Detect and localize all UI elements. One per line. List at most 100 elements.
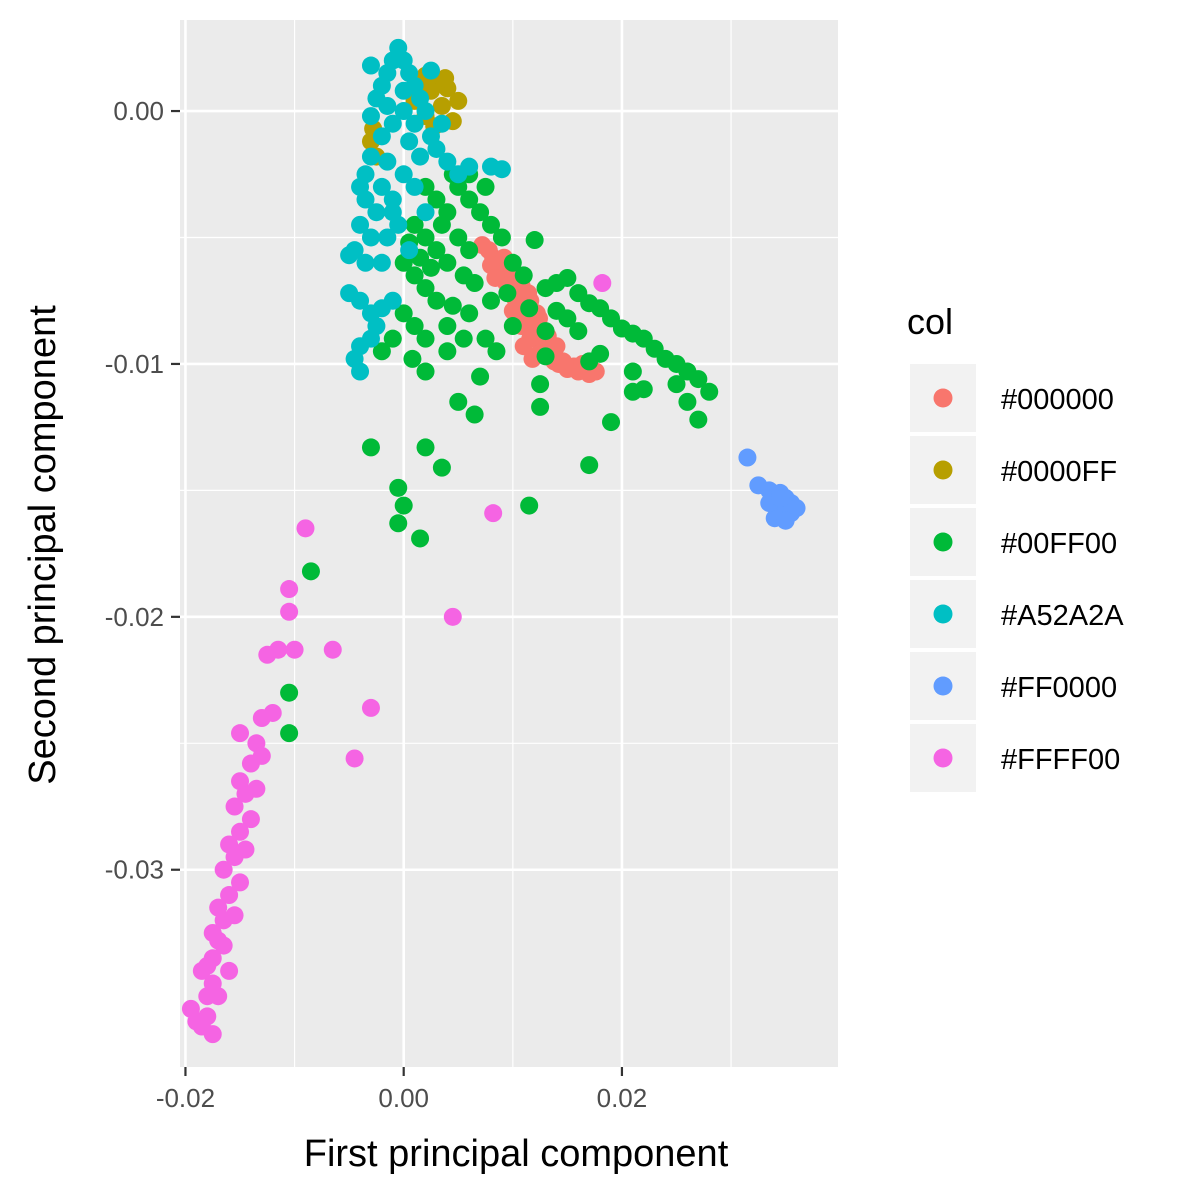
data-point: [503, 253, 522, 272]
data-point: [400, 241, 419, 260]
legend-key-dot: [933, 748, 953, 768]
data-point: [351, 291, 370, 310]
data-point: [427, 139, 446, 158]
data-point: [280, 602, 299, 621]
data-point: [427, 190, 446, 209]
data-point: [231, 772, 250, 791]
data-point: [405, 114, 424, 133]
data-point: [465, 274, 484, 293]
data-point: [593, 274, 612, 293]
data-point: [400, 132, 419, 151]
data-point: [421, 258, 440, 277]
data-point: [367, 203, 386, 222]
data-point: [405, 177, 424, 196]
legend-label: #000000: [1001, 384, 1114, 416]
data-point: [296, 519, 315, 538]
data-point: [340, 246, 359, 265]
data-point: [220, 886, 239, 905]
series-FFFF00: [181, 274, 612, 1044]
plot-panel: [180, 20, 838, 1067]
data-point: [471, 203, 490, 222]
data-point: [484, 504, 503, 523]
data-point: [378, 152, 397, 171]
data-point: [416, 228, 435, 247]
data-point: [280, 683, 299, 702]
data-point: [486, 268, 505, 287]
data-point: [372, 253, 391, 272]
data-point: [465, 405, 484, 424]
data-point: [438, 342, 457, 361]
data-point: [372, 127, 391, 146]
data-point: [525, 231, 544, 250]
data-point: [220, 835, 239, 854]
data-point: [416, 438, 435, 457]
data-point: [411, 147, 430, 166]
data-point: [203, 1025, 222, 1044]
data-point: [580, 456, 599, 475]
legend: col #000000 #0000FF #00FF00 #A52A2A #FF0000 #…: [907, 301, 1124, 792]
y-tick-label: -0.03: [105, 855, 164, 885]
legend-key-dot: [933, 676, 953, 696]
data-point: [209, 987, 228, 1006]
data-point: [487, 342, 506, 361]
data-point: [214, 860, 233, 879]
data-point: [476, 329, 495, 348]
data-point: [236, 840, 255, 859]
x-tick-label: -0.02: [156, 1083, 215, 1113]
data-point: [536, 347, 555, 366]
data-point: [492, 228, 511, 247]
data-point: [411, 529, 430, 548]
data-point: [403, 349, 422, 368]
minor-gridlines: [180, 20, 838, 1067]
data-point: [569, 322, 588, 341]
data-point: [351, 215, 370, 234]
legend-label: #A52A2A: [1001, 600, 1124, 632]
data-point: [361, 107, 380, 126]
data-point: [443, 607, 462, 626]
legend-label: #00FF00: [1001, 528, 1117, 560]
series-A52A2A: [340, 38, 511, 381]
data-point: [405, 266, 424, 285]
data-point: [405, 215, 424, 234]
data-point: [231, 724, 250, 743]
x-tick-label: 0.00: [378, 1083, 429, 1113]
data-point: [231, 822, 250, 841]
data-point: [436, 69, 455, 88]
legend-entry: #0000FF: [910, 436, 1117, 504]
data-point: [361, 56, 380, 75]
data-point: [547, 301, 566, 320]
data-point: [623, 362, 642, 381]
data-point: [481, 215, 500, 234]
data-point: [394, 304, 413, 323]
data-point: [471, 367, 490, 386]
data-point: [449, 392, 468, 411]
data-point: [323, 640, 342, 659]
data-point: [531, 375, 550, 394]
legend-label: #FF0000: [1001, 672, 1117, 704]
y-axis: 0.00 -0.01 -0.02 -0.03: [105, 96, 180, 885]
data-point: [214, 936, 233, 955]
data-point: [536, 322, 555, 341]
y-tick-label: 0.00: [113, 96, 164, 126]
data-point: [667, 375, 686, 394]
data-point: [432, 458, 451, 477]
data-point: [476, 177, 495, 196]
data-point: [394, 165, 413, 184]
data-point: [460, 241, 479, 260]
data-point: [432, 114, 451, 133]
y-tick-label: -0.01: [105, 349, 164, 379]
data-point: [225, 906, 244, 925]
data-point: [383, 190, 402, 209]
data-point: [389, 215, 408, 234]
data-point: [520, 299, 539, 318]
data-point: [263, 703, 282, 722]
data-point: [247, 779, 266, 798]
major-gridlines: [180, 20, 838, 1067]
data-point: [356, 253, 375, 272]
data-point: [498, 284, 517, 303]
data-point: [531, 397, 550, 416]
data-point: [514, 266, 533, 285]
data-point: [432, 215, 451, 234]
data-point: [416, 102, 435, 121]
